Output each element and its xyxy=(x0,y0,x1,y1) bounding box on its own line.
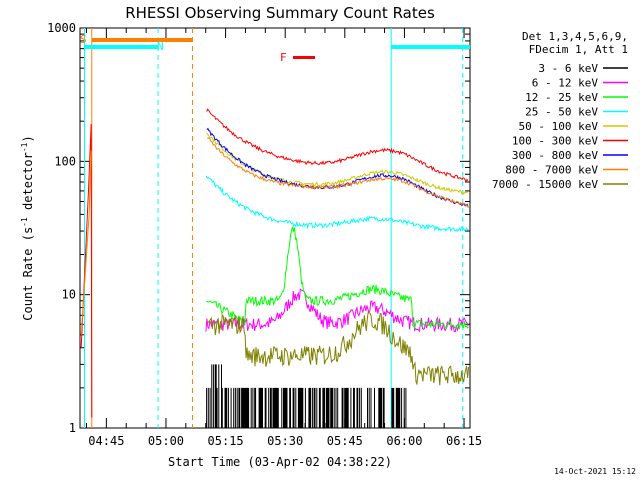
series-line-9 xyxy=(207,310,470,386)
legend-label-9: 7000 - 15000 keV xyxy=(492,178,598,191)
legend-label-8: 800 - 7000 keV xyxy=(505,164,598,177)
legend-label-2: 6 - 12 keV xyxy=(532,77,599,90)
annotation-bars: S N F xyxy=(80,28,470,428)
y-label-part3: ) xyxy=(21,135,35,142)
legend-label-6: 100 - 300 keV xyxy=(512,135,598,148)
night-bar xyxy=(84,45,159,49)
saa-label: S xyxy=(80,33,87,46)
y-label-sup2: -1 xyxy=(20,142,29,152)
early-spike-line-2 xyxy=(80,150,92,335)
x-tick-label: 05:45 xyxy=(327,434,363,448)
x-tick-label: 06:15 xyxy=(446,434,482,448)
legend: Det 1,3,4,5,6,9, FDecim 1, Att 1 3 - 6 k… xyxy=(492,30,628,191)
legend-label-5: 50 - 100 keV xyxy=(519,120,599,133)
y-tick-label: 100 xyxy=(54,154,76,168)
y-axis-label: Count Rate (s-1 detector-1) xyxy=(20,135,35,320)
night-bar xyxy=(391,45,470,49)
flare-bar xyxy=(293,56,315,59)
series-line-6 xyxy=(206,108,469,183)
legend-label-4: 25 - 50 keV xyxy=(525,106,598,119)
night-label: N xyxy=(157,40,164,53)
series-line-2 xyxy=(205,288,469,333)
early-spike-line xyxy=(80,124,93,418)
legend-label-7: 300 - 800 keV xyxy=(512,149,598,162)
x-tick-label: 05:30 xyxy=(267,434,303,448)
x-axis-label: Start Time (03-Apr-02 04:38:22) xyxy=(168,455,392,469)
series-line-4 xyxy=(205,175,469,233)
saa-bar xyxy=(91,38,193,42)
x-tick-label: 04:45 xyxy=(88,434,124,448)
plot-frame xyxy=(79,27,471,429)
y-tick-label: 1000 xyxy=(47,21,76,35)
x-tick-label: 05:00 xyxy=(148,434,184,448)
chart-title: RHESSI Observing Summary Count Rates xyxy=(125,4,435,22)
series-layer xyxy=(80,108,470,428)
legend-header-line-1: Det 1,3,4,5,6,9, xyxy=(522,30,628,43)
y-label-part1: Count Rate (s xyxy=(21,227,35,321)
y-label-sup1: -1 xyxy=(20,217,29,227)
series-line-1 xyxy=(206,364,407,428)
series-line-5 xyxy=(206,132,469,195)
series-line-8 xyxy=(207,137,469,209)
legend-label-1: 3 - 6 keV xyxy=(538,62,598,75)
x-axis: 04:45 05:00 05:15 05:30 05:45 06:00 06:15 xyxy=(85,28,482,448)
legend-header-line-2: FDecim 1, Att 1 xyxy=(529,43,628,56)
flare-label: F xyxy=(280,51,287,64)
y-label-part2: detector xyxy=(21,152,35,217)
timestamp: 14-Oct-2021 15:12 xyxy=(554,467,636,476)
y-tick-label: 1 xyxy=(69,421,76,435)
series-line-3 xyxy=(205,226,469,331)
y-axis: 1 10 100 1000 xyxy=(47,21,470,435)
y-tick-label: 10 xyxy=(62,288,76,302)
legend-label-3: 12 - 25 keV xyxy=(525,91,598,104)
x-tick-label: 06:00 xyxy=(386,434,422,448)
x-tick-label: 05:15 xyxy=(208,434,244,448)
